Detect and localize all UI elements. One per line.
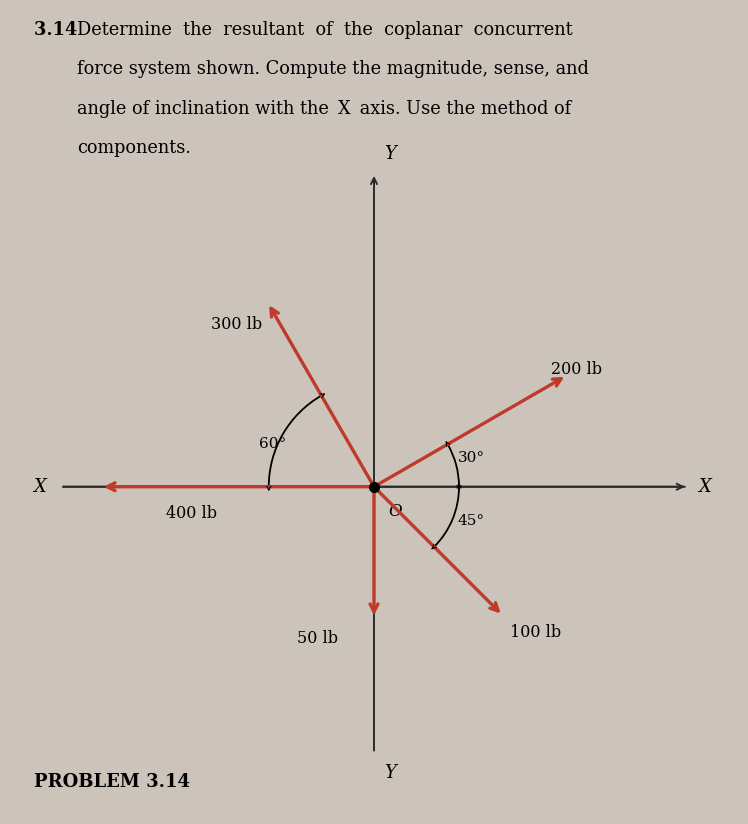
Text: Y: Y [384, 764, 396, 781]
Text: 200 lb: 200 lb [551, 361, 602, 378]
Text: 45°: 45° [458, 514, 485, 528]
Text: 30°: 30° [458, 452, 485, 466]
Text: 3.14: 3.14 [34, 21, 83, 39]
Text: Determine  the  resultant  of  the  coplanar  concurrent: Determine the resultant of the coplanar … [77, 21, 573, 39]
Text: 60°: 60° [260, 438, 286, 452]
Text: X: X [33, 478, 46, 496]
Text: 400 lb: 400 lb [166, 504, 218, 522]
Text: 300 lb: 300 lb [211, 316, 262, 334]
Text: force system shown. Compute the magnitude, sense, and: force system shown. Compute the magnitud… [77, 60, 589, 78]
Text: components.: components. [77, 139, 191, 157]
Text: Y: Y [384, 145, 396, 163]
Text: 50 lb: 50 lb [297, 630, 338, 647]
Text: O: O [388, 503, 402, 520]
Text: angle of inclination with the  X  axis. Use the method of: angle of inclination with the X axis. Us… [77, 100, 571, 118]
Text: X: X [698, 478, 711, 496]
Text: 100 lb: 100 lb [510, 624, 562, 641]
Text: PROBLEM 3.14: PROBLEM 3.14 [34, 773, 190, 791]
